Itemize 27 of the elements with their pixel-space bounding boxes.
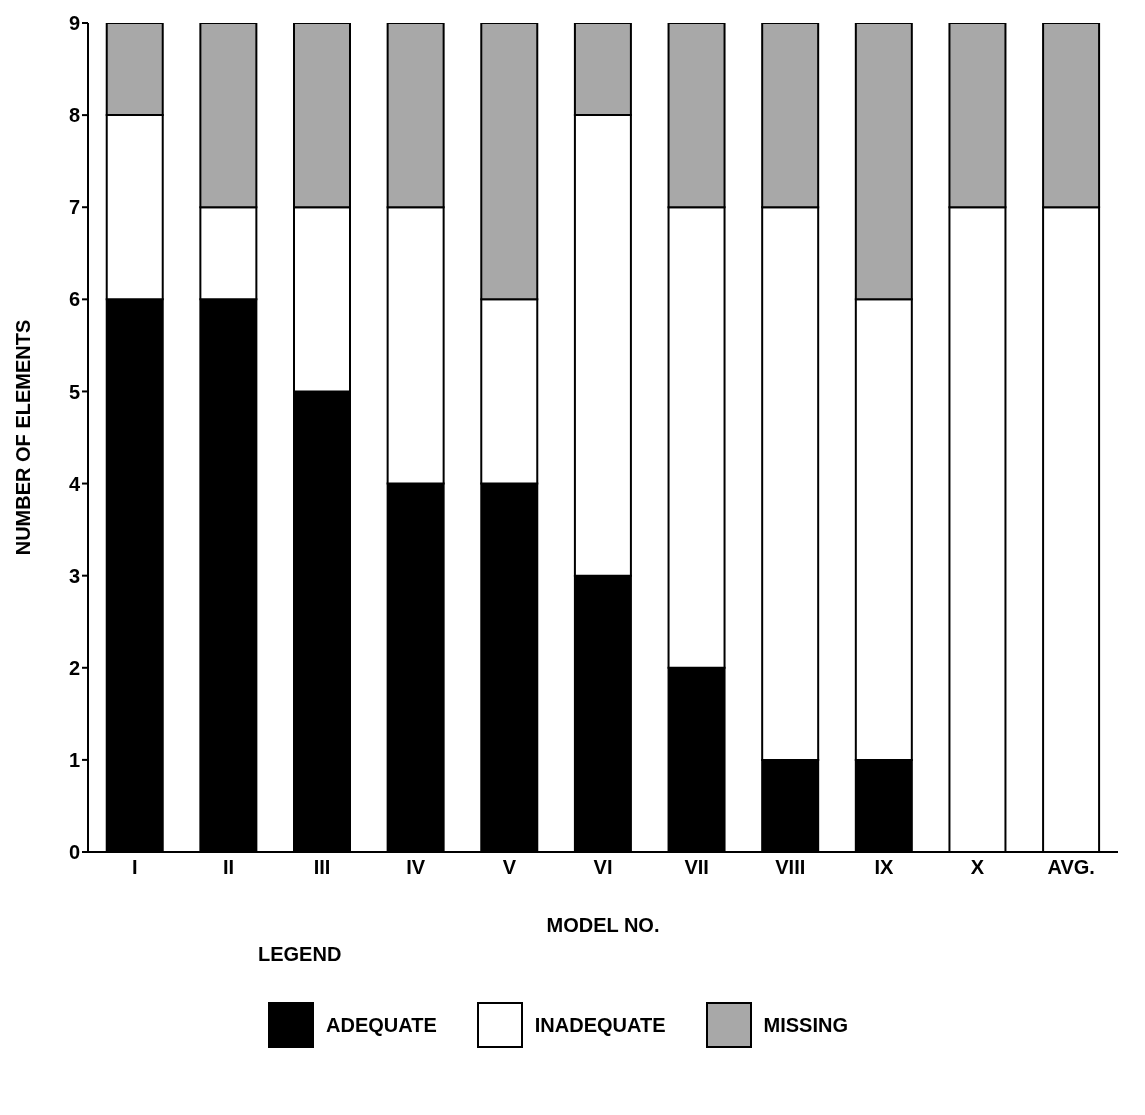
y-axis-title: NUMBER OF ELEMENTS — [12, 319, 35, 556]
y-tick-label: 1 — [68, 748, 80, 771]
x-tick-label: III — [313, 856, 331, 879]
x-tick-label: VI — [593, 856, 613, 879]
y-tick-label: 7 — [68, 196, 80, 219]
x-tick-label: VII — [684, 856, 709, 879]
x-tick-label: IV — [406, 856, 426, 879]
x-tick-label: IX — [874, 856, 895, 879]
y-tick-label: 0 — [68, 841, 80, 864]
y-tick-label: 2 — [68, 656, 80, 679]
y-tick-label: 4 — [68, 472, 81, 495]
x-tick-label: AVG. — [1047, 856, 1095, 879]
legend-label: ADEQUATE — [326, 1013, 437, 1037]
legend-label: INADEQUATE — [534, 1013, 666, 1037]
legend-title: LEGEND — [258, 943, 342, 966]
y-tick-label: 8 — [68, 104, 80, 127]
legend-label: MISSING — [763, 1013, 848, 1037]
x-tick-label: VIII — [775, 856, 806, 879]
x-axis-title: MODEL NO. — [546, 914, 660, 936]
y-tick-label: 3 — [68, 564, 80, 587]
x-tick-label: V — [502, 856, 517, 879]
x-tick-label: X — [970, 856, 985, 879]
x-tick-label: I — [132, 856, 138, 879]
y-tick-label: 6 — [68, 288, 80, 311]
x-tick-label: II — [222, 856, 235, 879]
y-tick-label: 9 — [68, 12, 80, 35]
y-tick-label: 5 — [68, 380, 80, 403]
